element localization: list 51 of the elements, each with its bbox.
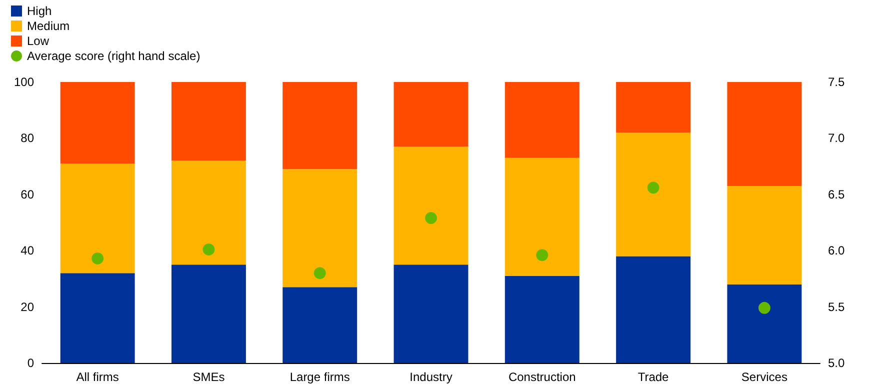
y2-tick-label: 7.5 [828,75,846,89]
point [425,212,437,224]
bar [60,273,135,363]
y2-tick-label: 6.0 [828,244,846,258]
bar [60,82,135,164]
y-tick-label: 60 [20,187,34,202]
bar [282,169,358,288]
bar [282,82,358,170]
x-tick-label: Trade [638,370,670,384]
bar [394,264,468,363]
y-tick-label: 20 [20,300,34,314]
y-tick-label: 40 [20,244,34,258]
bar [394,82,468,147]
x-tick-label: Industry [410,370,452,384]
point [758,302,770,314]
x-tick-label: All firms [76,370,119,384]
bar [504,82,580,158]
y2-tick-label: 6.5 [828,187,846,202]
y-tick-label: 80 [20,131,34,146]
y2-tick-label: 7.0 [828,131,846,146]
x-tick-label: Services [741,370,788,384]
bar [504,276,580,363]
bar [727,284,802,363]
legend-label: Low [27,34,50,48]
bar [727,82,802,186]
bar [616,132,691,256]
point [202,243,215,256]
x-tick-label: SMEs [192,370,225,384]
bar [171,264,246,363]
bar [171,82,246,161]
bar [60,163,135,274]
y-tick-label: 100 [14,75,34,89]
y2-tick-label: 5.0 [828,356,846,370]
legend-label: Average score (right hand scale) [27,49,200,63]
bar [504,158,580,276]
bar [394,146,468,265]
x-tick-label: Large firms [290,370,350,384]
bar [282,287,358,363]
legend-label: High [27,4,52,18]
y2-tick-label: 5.5 [828,300,846,314]
legend-label: Medium [27,19,70,33]
point [536,249,548,262]
bar [727,186,802,284]
x-tick-label: Construction [508,370,576,384]
point [647,182,660,194]
bar [616,256,691,363]
bar [171,160,246,265]
bar [616,82,691,133]
point [92,252,104,264]
y-tick-label: 0 [27,356,34,370]
point [314,267,326,280]
